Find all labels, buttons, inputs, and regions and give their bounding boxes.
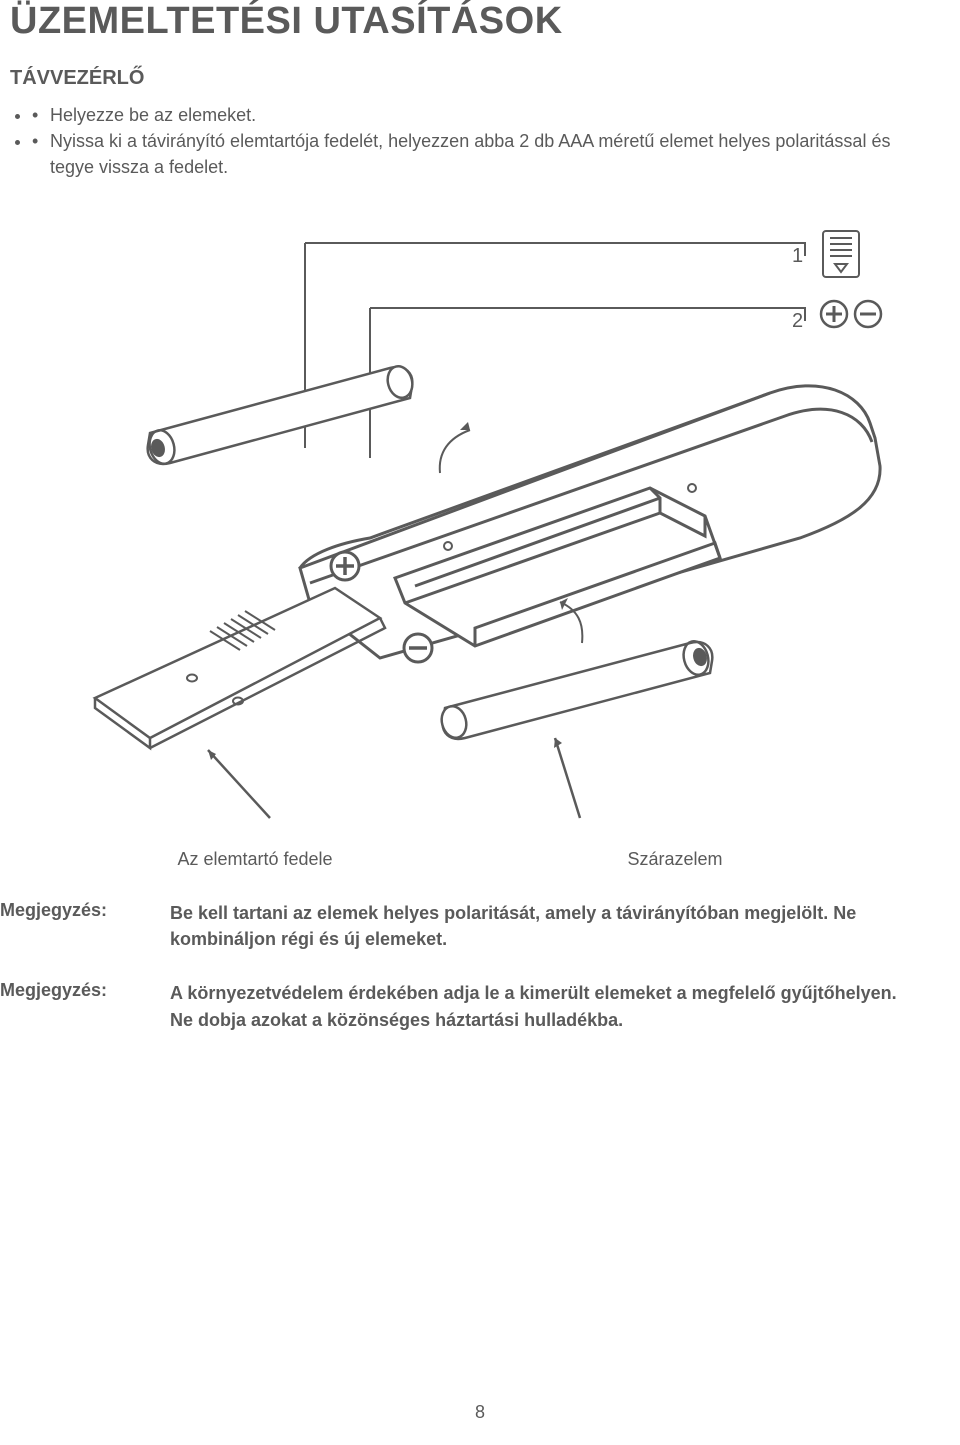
- instruction-list: Helyezze be az elemeket. Nyissa ki a táv…: [32, 102, 900, 180]
- page-title: ÜZEMELTETÉSI UTASÍTÁSOK: [10, 0, 900, 43]
- note-row: Megjegyzés: A környezetvédelem érdekében…: [0, 980, 900, 1032]
- diagram-svg: 1 2: [0, 198, 900, 838]
- note-key: Megjegyzés:: [0, 900, 170, 952]
- list-item: Nyissa ki a távirányító elemtartója fede…: [32, 128, 900, 180]
- figure-label-cover: Az elemtartó fedele: [18, 849, 432, 870]
- figure-label-battery: Szárazelem: [468, 849, 882, 870]
- page-number: 8: [0, 1402, 960, 1423]
- minus-mark-icon: [404, 634, 432, 662]
- minus-icon: [855, 301, 881, 327]
- battery-top: [146, 364, 416, 467]
- note-text: Be kell tartani az elemek helyes polarit…: [170, 900, 900, 952]
- note-text: A környezetvédelem érdekében adja le a k…: [170, 980, 900, 1032]
- plus-icon: [821, 301, 847, 327]
- remote-icon: [823, 231, 859, 277]
- note-key: Megjegyzés:: [0, 980, 170, 1032]
- list-item: Helyezze be az elemeket.: [32, 102, 900, 128]
- remote-diagram: 1 2: [0, 198, 900, 870]
- callout-2: 2: [792, 310, 803, 332]
- callout-1: 1: [792, 245, 803, 267]
- notes-section: Megjegyzés: Be kell tartani az elemek he…: [0, 900, 900, 1032]
- plus-mark-icon: [331, 552, 359, 580]
- remote-body: [300, 386, 880, 658]
- note-row: Megjegyzés: Be kell tartani az elemek he…: [0, 900, 900, 952]
- section-subtitle: TÁVVEZÉRLŐ: [10, 67, 900, 90]
- battery-cover: [95, 588, 385, 748]
- battery-bottom: [438, 639, 712, 741]
